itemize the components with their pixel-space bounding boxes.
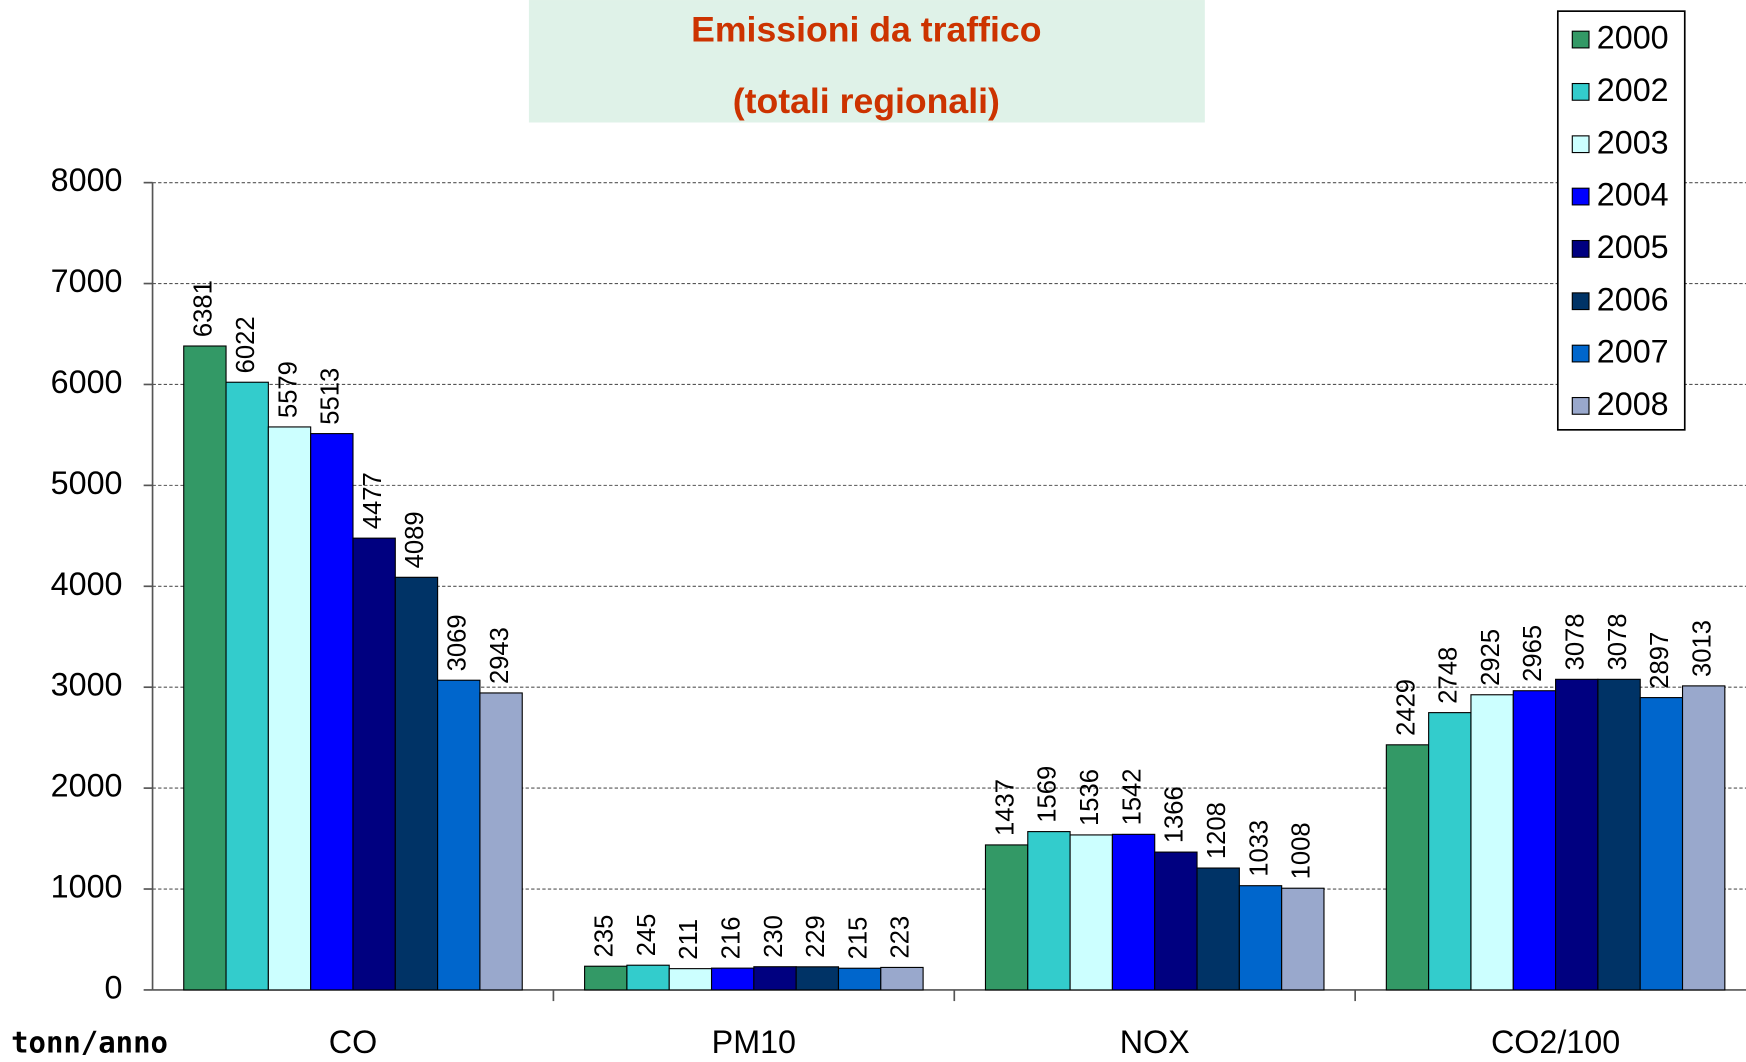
data-label: 4089: [401, 511, 429, 568]
bar: [1069, 834, 1113, 991]
chart-subtitle: (totali regionali): [733, 81, 1000, 121]
data-label: 216: [717, 916, 745, 959]
data-label: 3013: [1688, 620, 1716, 677]
data-label: 229: [802, 915, 830, 958]
bar: [394, 576, 439, 991]
bar: [267, 426, 312, 991]
data-label: 223: [887, 916, 915, 959]
y-tick-label: 0: [105, 969, 123, 1005]
bar: [479, 692, 523, 991]
data-label: 5513: [317, 368, 345, 425]
legend-label: 2000: [1597, 20, 1669, 56]
data-label: 2748: [1435, 647, 1463, 704]
data-label: 215: [844, 917, 872, 960]
bar: [1111, 833, 1156, 991]
bar: [437, 679, 481, 991]
bar: [584, 965, 628, 991]
y-tick-label: 5000: [51, 465, 123, 501]
legend-label: 2002: [1597, 72, 1669, 108]
data-label: 3078: [1604, 613, 1632, 670]
y-tick-label: 2000: [51, 768, 123, 804]
bar: [1238, 885, 1283, 991]
bar: [837, 967, 882, 991]
x-tick-label: NOX: [1120, 1024, 1190, 1060]
data-label: 1208: [1203, 802, 1231, 859]
legend-swatch: [1571, 187, 1590, 206]
data-label: 6381: [190, 280, 218, 337]
bar: [1470, 694, 1514, 991]
data-label: 2429: [1392, 679, 1420, 736]
data-label: 2897: [1646, 632, 1674, 689]
bar: [1281, 887, 1325, 991]
y-tick-label: 7000: [51, 263, 123, 299]
legend-swatch: [1571, 239, 1590, 258]
legend-label: 2008: [1597, 386, 1669, 422]
data-label: 2943: [486, 627, 514, 684]
y-tick-label: 6000: [51, 364, 123, 400]
x-tick-label: CO2/100: [1491, 1024, 1620, 1060]
data-label: 1569: [1034, 766, 1062, 823]
x-tick-label: CO: [329, 1024, 377, 1060]
legend-swatch: [1571, 396, 1590, 415]
legend-label: 2003: [1597, 124, 1669, 160]
bar: [1681, 685, 1726, 991]
bar: [880, 966, 924, 991]
bar: [626, 964, 670, 991]
legend-swatch: [1571, 344, 1590, 363]
legend-swatch: [1571, 135, 1590, 154]
data-label: 2965: [1519, 625, 1547, 682]
bar: [795, 966, 840, 991]
bar: [352, 537, 396, 991]
title-box: [528, 0, 1205, 123]
legend-label: 2005: [1597, 229, 1669, 265]
bar: [310, 433, 354, 991]
bar: [1639, 697, 1684, 991]
data-label: 1536: [1076, 769, 1104, 826]
data-label: 1437: [991, 779, 1019, 836]
y-tick-label: 1000: [51, 869, 123, 905]
data-label: 5579: [274, 361, 302, 418]
bar: [1428, 712, 1472, 991]
bar: [1154, 851, 1198, 991]
data-label: 1033: [1245, 820, 1273, 877]
bar: [1555, 678, 1599, 991]
legend-swatch: [1571, 292, 1590, 311]
data-label: 1542: [1118, 768, 1146, 825]
data-label: 235: [591, 915, 619, 958]
data-label: 2925: [1477, 629, 1505, 686]
legend-swatch: [1571, 30, 1590, 49]
data-label: 6022: [232, 316, 260, 373]
bar: [1385, 744, 1430, 991]
y-axis-label: tonn/anno: [11, 1026, 168, 1060]
legend-label: 2007: [1597, 334, 1669, 370]
legend-swatch: [1571, 82, 1590, 101]
chart-title: Emissioni da traffico: [691, 10, 1041, 50]
y-tick-label: 4000: [51, 566, 123, 602]
bar: [668, 968, 713, 991]
bar: [1597, 678, 1641, 991]
bar: [710, 967, 755, 991]
data-label: 1366: [1161, 786, 1189, 843]
legend: 2000 2002 2003 2004 2005 2006 2007 2008: [1556, 10, 1686, 431]
bar: [753, 966, 797, 991]
bar: [984, 844, 1029, 991]
data-label: 1008: [1288, 822, 1316, 879]
data-label: 3078: [1562, 613, 1590, 670]
data-label: 3069: [444, 614, 472, 671]
data-label: 230: [760, 915, 788, 958]
legend-label: 2004: [1597, 177, 1669, 213]
bar: [225, 381, 269, 991]
y-tick-label: 3000: [51, 667, 123, 703]
data-label: 211: [675, 919, 703, 960]
data-label: 245: [633, 914, 661, 957]
data-label: 4477: [359, 472, 387, 529]
legend-label: 2006: [1597, 281, 1669, 317]
bar: [183, 345, 227, 991]
x-tick-label: PM10: [712, 1024, 796, 1060]
bar: [1027, 831, 1071, 991]
bar: [1196, 867, 1240, 991]
y-tick-label: 8000: [51, 162, 123, 198]
bar: [1512, 690, 1557, 991]
